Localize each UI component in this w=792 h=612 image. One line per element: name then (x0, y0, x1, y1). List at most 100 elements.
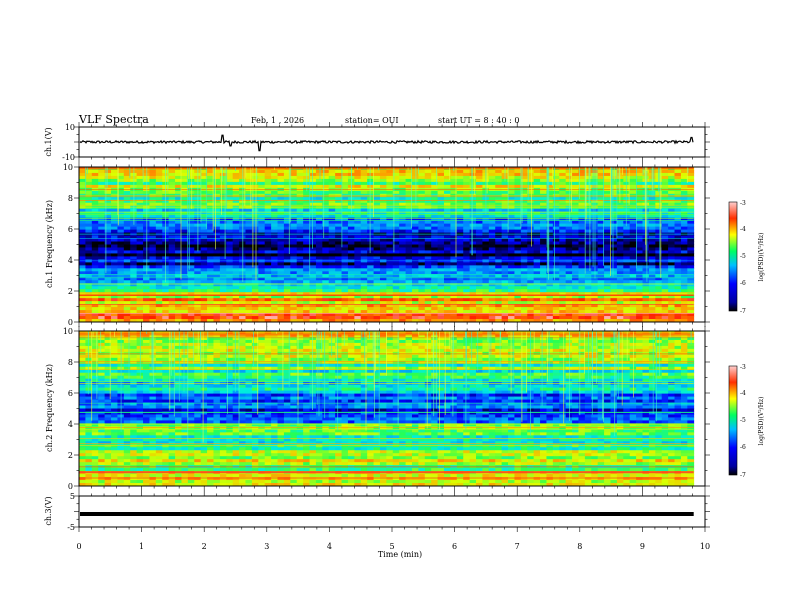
ch1-spectrogram-cell (636, 241, 643, 245)
ch1-spectrogram-cell (123, 289, 131, 293)
ch1-spectrogram-cell (520, 199, 528, 204)
ch1-spectrogram-cell (168, 301, 176, 305)
ch1-spectrogram-cell (604, 235, 611, 239)
ch1-spectrogram-cell (303, 223, 310, 228)
ch1-spectrogram-cell (175, 184, 182, 189)
ch1-spectrogram-cell (367, 307, 374, 311)
ch1-spectrogram-cell (111, 289, 118, 293)
ch1-spectrogram-cell (514, 226, 522, 230)
ch1-spectrogram-cell (424, 202, 432, 207)
ch1-spectrogram-cell (495, 262, 503, 266)
ch1-spectrogram-cell (213, 286, 221, 290)
ch1-spectrogram-cell (296, 286, 304, 290)
ch1-spectrogram-cell (175, 304, 182, 308)
ch1-spectrogram-cell (584, 208, 592, 213)
ch1-spectrogram-cell (98, 172, 106, 177)
ch1-spectrogram-cell (155, 238, 163, 242)
ch1-spectrogram-cell (373, 304, 381, 308)
ch1-spectrogram-cell (572, 289, 579, 293)
ch1-spectrogram-cell (636, 298, 643, 302)
ch1-spectrogram-cell (277, 253, 285, 257)
ch1-spectrogram-cell (347, 244, 355, 248)
ch1-spectrogram-cell (552, 244, 560, 248)
ch1-spectrogram-cell (245, 175, 253, 180)
ch1-spectrogram-cell (437, 178, 445, 183)
ch1-spectrogram-cell (335, 223, 342, 228)
ch1-spectrogram-cell (514, 211, 522, 216)
ch1-spectrogram-cell (130, 226, 138, 230)
ch1-spectrogram-cell (379, 310, 387, 314)
ch1-spectrogram-cell (610, 199, 618, 204)
ch1-spectrogram-cell (91, 298, 99, 302)
ch1-spectrogram-cell (155, 199, 163, 204)
ch1-spectrogram-cell (194, 289, 202, 293)
ch1-spectrogram-cell (290, 181, 298, 186)
ch1-spectrogram-cell (181, 295, 189, 299)
ch1-spectrogram-cell (264, 265, 272, 269)
ch1-spectrogram-cell (315, 175, 323, 180)
ch1-spectrogram-cell (469, 217, 477, 222)
ch1-spectrogram-cell (661, 238, 669, 242)
ch1-spectrogram-cell (335, 256, 342, 260)
ch1-spectrogram-cell (437, 256, 445, 260)
ch1-spectrogram-cell (290, 226, 298, 230)
ch1-spectrogram-cell (648, 208, 656, 213)
ch1-spectrogram-cell (91, 310, 99, 314)
ch1-spectrogram-cell (200, 262, 208, 266)
ch1-spectrogram-cell (488, 226, 496, 230)
ch1-spectrogram-cell (399, 178, 406, 183)
ch1-spectrogram-cell (322, 226, 330, 230)
ch1-spectrogram-cell (405, 277, 413, 281)
ch1-spectrogram-cell (341, 208, 349, 213)
ch1-spectrogram-cell (283, 274, 291, 278)
ch1-spectrogram-cell (315, 199, 323, 204)
ch1-spectrogram-cell (219, 262, 227, 266)
ch1-spectrogram-cell (444, 262, 451, 266)
ch1-spectrogram-cell (143, 289, 150, 293)
ch1-spectrogram-cell (623, 268, 631, 272)
ch1-spectrogram-cell (258, 241, 266, 245)
ch1-spectrogram-cell (91, 184, 99, 189)
ch1-spectrogram-cell (437, 250, 445, 254)
ch1-spectrogram-cell (552, 304, 560, 308)
ch1-spectrogram-cell (514, 310, 522, 314)
ch1-spectrogram-cell (117, 253, 125, 257)
ch1-spectrogram-cell (450, 226, 458, 230)
ch1-spectrogram-cell (251, 247, 259, 251)
ch1-spectrogram-cell (642, 286, 650, 290)
ch1-spectrogram-cell (508, 211, 515, 216)
ch1-spectrogram-cell (418, 214, 426, 219)
ch1-spectrogram-cell (552, 268, 560, 272)
ch1-spectrogram-cell (379, 292, 387, 296)
ch1-spectrogram-cell (111, 226, 118, 230)
ch1-spectrogram-cell (463, 280, 471, 284)
ch1-spectrogram-cell (251, 289, 259, 293)
ch1-spectrogram-cell (604, 253, 611, 257)
ch1-spectrogram-cell (418, 238, 426, 242)
ch1-spectrogram-cell (514, 202, 522, 207)
ch1-spectrogram-cell (341, 316, 349, 320)
ch1-spectrogram-cell (392, 226, 400, 230)
ch1-spectrogram-cell (149, 202, 157, 207)
ch1-spectrogram-cell (360, 235, 368, 239)
ch1-spectrogram-cell (604, 247, 611, 251)
ch1-spectrogram-cell (411, 292, 419, 296)
ch1-spectrogram-cell (367, 217, 374, 222)
ch1-spectrogram-cell (335, 202, 342, 207)
ch1-spectrogram-cell (501, 262, 509, 266)
ch1-spectrogram-cell (610, 265, 618, 269)
ch1-spectrogram-cell (629, 310, 637, 314)
ch1-spectrogram-cell (213, 202, 221, 207)
ch1-spectrogram-cell (482, 241, 490, 245)
ch1-spectrogram-cell (181, 208, 189, 213)
ch1-spectrogram-cell (431, 202, 438, 207)
ch1-spectrogram-cell (418, 244, 426, 248)
ch1-spectrogram-cell (373, 280, 381, 284)
ch1-spectrogram-cell (335, 277, 342, 281)
ch1-spectrogram-cell (399, 175, 406, 180)
ch1-spectrogram-cell (226, 220, 234, 225)
ch1-spectrogram-cell (597, 244, 605, 248)
ch1-spectrogram-cell (226, 172, 234, 177)
ch1-spectrogram-cell (456, 289, 464, 293)
ch1-spectrogram-cell (181, 301, 189, 305)
